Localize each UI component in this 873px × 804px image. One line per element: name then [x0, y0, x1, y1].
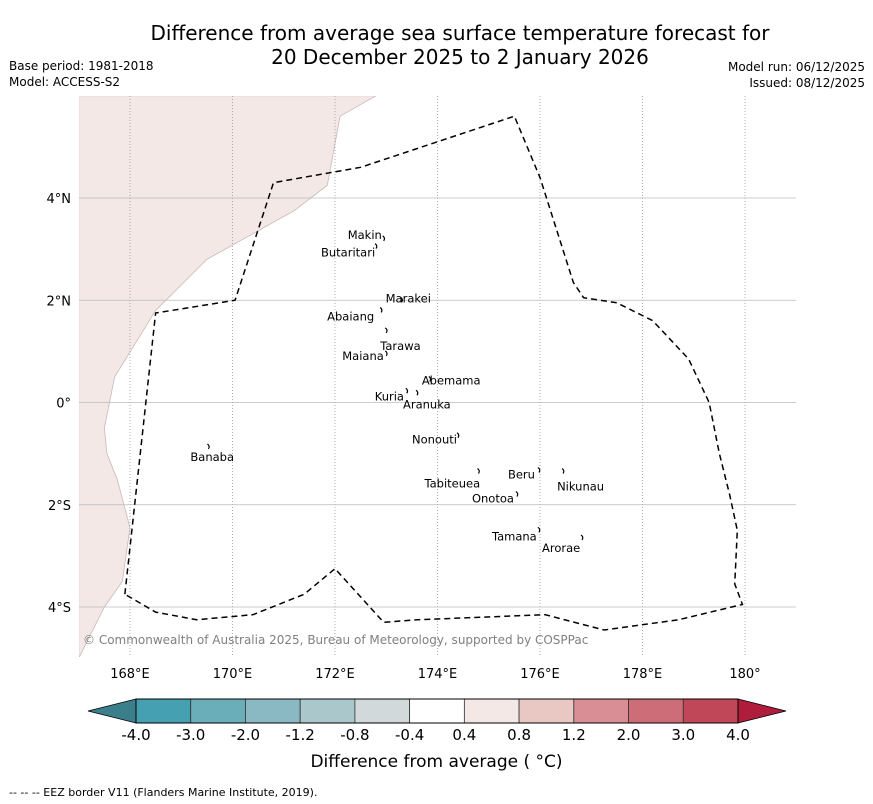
model-name: Model: ACCESS-S2 [9, 75, 121, 89]
place-label-tarawa: Tarawa [379, 339, 420, 353]
lat-tick-label: 2°S [48, 499, 71, 514]
lon-tick-label: 178°E [623, 667, 663, 682]
place-label-beru: Beru [508, 467, 535, 481]
model-info: Base period: 1981-2018 Model: ACCESS-S2 [9, 58, 154, 90]
island-outline [400, 296, 404, 303]
place-label-arorae: Arorae [542, 541, 580, 555]
island-outline [477, 468, 480, 474]
place-label-nikunau: Nikunau [557, 480, 604, 494]
lat-tick-label: 4°S [48, 601, 71, 616]
colorbar-segment [190, 698, 246, 724]
colorbar-tick-label: -4.0 [121, 726, 151, 744]
colorbar-tick-label: -1.2 [285, 726, 315, 744]
issued-date: Issued: 08/12/2025 [749, 76, 865, 90]
island-outline [428, 375, 432, 382]
lat-tick-label: 2°N [47, 294, 72, 309]
colorbar [87, 698, 787, 724]
island-outline [207, 443, 210, 450]
colorbar-tick-label: -3.0 [176, 726, 206, 744]
lon-tick-label: 176°E [520, 667, 560, 682]
run-info: Model run: 06/12/2025 Issued: 08/12/2025 [728, 59, 865, 91]
island-outline [384, 327, 388, 334]
lat-tick-label: 0° [56, 397, 71, 412]
place-label-onotoa: Onotoa [472, 492, 514, 506]
lon-tick-label: 174°E [418, 667, 458, 682]
colorbar-tick-label: -0.4 [394, 726, 425, 744]
colorbar-tick-label: 3.0 [671, 726, 696, 744]
island-outline [537, 466, 541, 473]
place-label-abemama: Abemama [422, 373, 481, 387]
place-label-nonouti: Nonouti [412, 433, 457, 447]
place-label-abaiang: Abaiang [327, 309, 374, 323]
island-outline [415, 389, 419, 396]
colorbar-segment [409, 698, 465, 724]
island-outline [379, 306, 383, 313]
eez-border [124, 115, 744, 631]
island-outline [561, 468, 565, 474]
colorbar-segment [354, 698, 411, 724]
model-run-date: Model run: 06/12/2025 [727, 60, 865, 74]
island-outline [374, 243, 378, 249]
island-outline [405, 387, 409, 394]
chart-title: Difference from average sea surface temp… [50, 21, 870, 69]
island-outline [580, 534, 584, 541]
lon-tick-label: 172°E [315, 667, 355, 682]
colorbar-tick-label: 0.4 [452, 726, 477, 744]
place-label-makin: Makin [348, 228, 382, 242]
place-label-tabiteuea: Tabiteuea [424, 477, 481, 491]
colorbar-segment [628, 698, 684, 724]
lon-tick-label: 168°E [110, 667, 150, 682]
colorbar-segment [518, 698, 575, 724]
plot-content: Makin Butaritari Marakei Abaiang TarawaMaian… [79, 96, 796, 657]
colorbar-segment [299, 698, 356, 724]
colorbar-tick-label: -2.0 [230, 726, 261, 744]
colorbar-segment [573, 698, 629, 724]
title-line-2: 20 December 2025 to 2 January 2026 [271, 45, 649, 69]
base-period: Base period: 1981-2018 [9, 59, 154, 73]
anomaly-region-warm [79, 96, 377, 657]
copyright-notice: © Commonwealth of Australia 2025, Bureau… [83, 633, 588, 647]
colorbar-tick-label: 0.8 [507, 726, 532, 744]
place-label-maiana: Maiana [342, 349, 384, 363]
colorbar-title: Difference from average ( °C) [310, 752, 563, 772]
colorbar-under-extend [87, 698, 137, 724]
island-outline [382, 235, 386, 242]
eez-legend: -- -- -- EEZ border V11 (Flanders Marine… [9, 786, 318, 799]
colorbar-segment [463, 698, 520, 724]
place-label-aranuka: Aranuka [403, 397, 451, 411]
place-label-tamana: Tamana [491, 529, 537, 543]
island-outline [456, 432, 460, 439]
lon-tick-label: 170°E [213, 667, 253, 682]
island-outline [384, 350, 388, 357]
place-label-marakei: Marakei [386, 291, 431, 305]
colorbar-tick-label: 4.0 [726, 726, 750, 744]
colorbar-tick-label: 1.2 [561, 726, 586, 744]
lat-tick-label: 4°N [47, 192, 72, 207]
lon-tick-label: 180° [729, 667, 760, 682]
colorbar-tick-label: -0.8 [340, 726, 370, 744]
colorbar-over-extend [737, 698, 787, 724]
title-line-1: Difference from average sea surface temp… [150, 21, 770, 45]
island-outline [515, 491, 519, 497]
map-plot-area: Makin Butaritari Marakei Abaiang TarawaMaian… [47, 96, 796, 682]
place-label-butaritari: Butaritari [321, 246, 375, 260]
colorbar-frame [135, 698, 739, 724]
place-label-kuria: Kuria [375, 389, 404, 403]
colorbar-tick-label: 2.0 [616, 726, 641, 744]
colorbar-segment [135, 698, 192, 724]
place-label-banaba: Banaba [190, 450, 234, 464]
colorbar-segment [682, 698, 739, 724]
colorbar-segment [245, 698, 301, 724]
island-outline [537, 526, 541, 533]
